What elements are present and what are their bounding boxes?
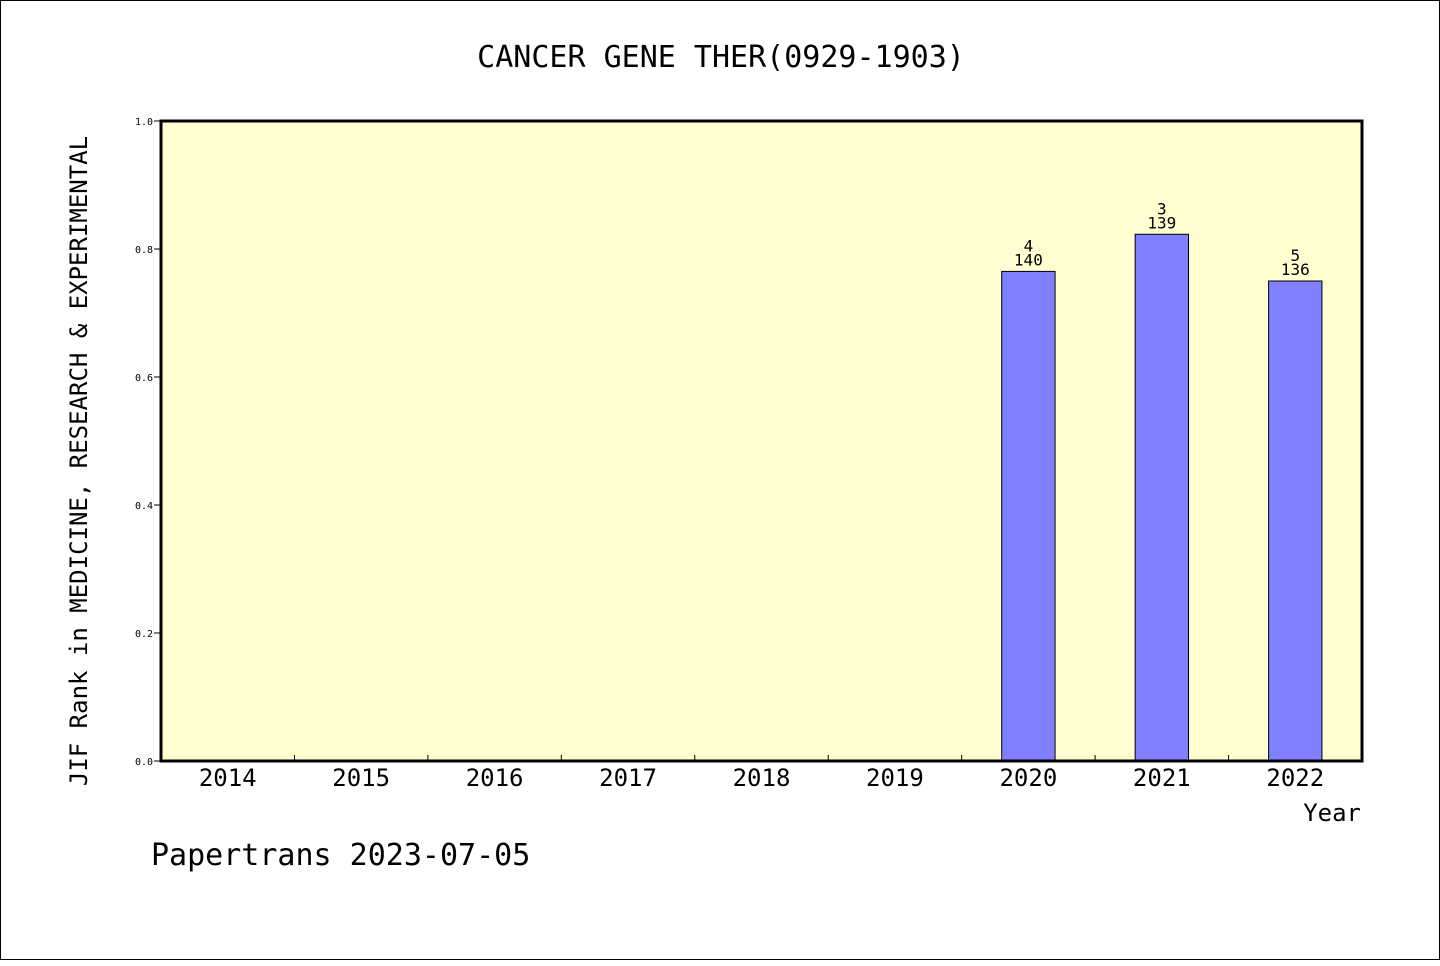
y-tick-label: 1.0: [135, 117, 153, 128]
bar-total-label: 136: [1281, 260, 1310, 279]
bar-2020: [1001, 270, 1056, 762]
x-tick-label: 2021: [1133, 764, 1191, 792]
x-axis-label: Year: [1303, 799, 1361, 827]
x-ticks-group: 2014 2015 2016 2017 2018 2019 2020 2021 2022: [199, 755, 1324, 792]
y-tick-label: 0.0: [135, 757, 153, 768]
bar-rank-label: 3: [1157, 199, 1167, 218]
footer-text: Papertrans 2023-07-05: [151, 838, 530, 873]
y-axis-label: JIF Rank in MEDICINE, RESEARCH & EXPERIM…: [65, 136, 93, 786]
x-tick-label: 2016: [466, 764, 524, 792]
chart-title: CANCER GENE THER(0929-1903): [477, 40, 965, 75]
y-tick-label: 0.2: [135, 629, 153, 640]
y-ticks-group: 0.0 0.2 0.4 0.6 0.8 1.0: [135, 117, 161, 768]
bar-total-label: 139: [1147, 213, 1176, 232]
y-tick-label: 0.6: [135, 373, 153, 384]
bar-2022: [1268, 280, 1323, 762]
y-tick-label: 0.8: [135, 245, 153, 256]
x-tick-label: 2017: [599, 764, 657, 792]
x-tick-label: 2020: [999, 764, 1057, 792]
bar-rank-label: 5: [1290, 246, 1300, 265]
x-tick-label: 2014: [199, 764, 257, 792]
y-tick-label: 0.4: [135, 501, 153, 512]
x-tick-label: 2022: [1266, 764, 1324, 792]
x-tick-label: 2019: [866, 764, 924, 792]
x-tick-label: 2015: [332, 764, 390, 792]
plot-border: [159, 119, 1364, 763]
x-tick-label: 2018: [733, 764, 791, 792]
bar-2021: [1134, 233, 1190, 762]
bar-rank-label: 4: [1024, 236, 1034, 255]
bar-total-label: 140: [1014, 250, 1043, 269]
